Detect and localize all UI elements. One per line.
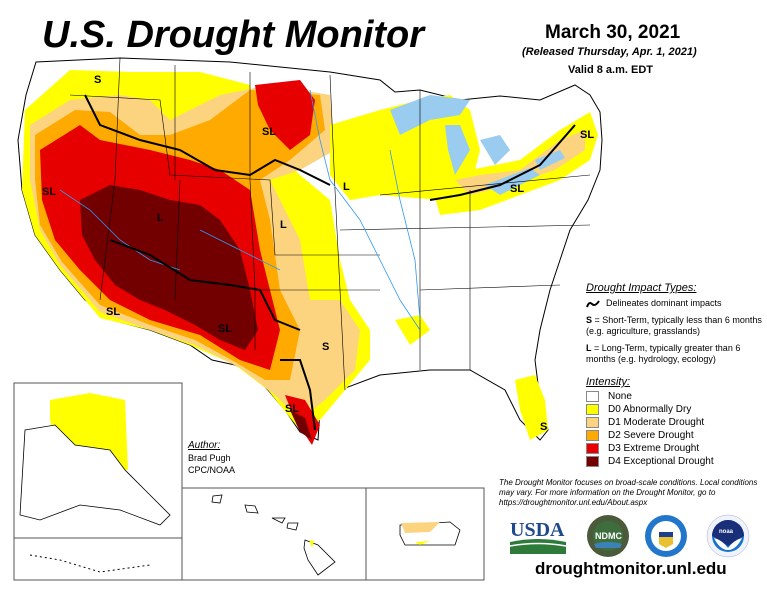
ndmc-logo-icon: NDMC [587, 515, 629, 557]
great-lakes [390, 95, 565, 195]
svg-text:noaa: noaa [719, 529, 734, 535]
short-term-key: S [586, 315, 593, 325]
d0-midwest [330, 95, 480, 200]
author-org: CPC/NOAA [188, 465, 236, 475]
valid-time: Valid 8 a.m. EDT [568, 64, 653, 76]
swatch-d2 [586, 430, 599, 441]
website-url[interactable]: droughtmonitor.unl.edu [535, 559, 727, 578]
label-s-northwest: S [94, 74, 101, 86]
swatch-d3 [586, 443, 599, 454]
legend-label: D1 Moderate Drought [608, 417, 705, 428]
long-term-key: L [586, 343, 592, 353]
long-term-text: = Long-Term, typically greater than 6 mo… [586, 343, 741, 364]
commerce-seal-icon [645, 515, 687, 557]
disclaimer-text: The Drought Monitor focuses on broad-sca… [499, 478, 758, 507]
impact-line-icon [586, 300, 600, 307]
label-sl-new-england: SL [580, 129, 594, 141]
impact-delineation-lines [84, 94, 576, 431]
impact-delineates-text: Delineates dominant impacts [606, 298, 722, 308]
rivers [59, 89, 421, 331]
alaska-inset [13, 382, 183, 581]
label-l-iowa: L [343, 181, 350, 193]
usda-logo-icon: USDA [509, 519, 567, 554]
author-block: Author: Brad Pugh CPC/NOAA [188, 440, 235, 476]
d0-southeast [395, 315, 430, 345]
impact-types-legend: Drought Impact Types: Delineates dominan… [586, 283, 767, 371]
swatch-d4 [586, 456, 599, 467]
legend-item-d2: D2 Severe Drought [586, 429, 714, 442]
legend-item-d0: D0 Abnormally Dry [586, 403, 714, 416]
noaa-logo-icon: noaa [706, 514, 750, 558]
d3-montana [255, 80, 315, 150]
label-l-utah: L [157, 212, 164, 224]
legend-label: D0 Abnormally Dry [608, 404, 692, 415]
label-sl-great-lakes: SL [510, 183, 524, 195]
svg-text:NDMC: NDMC [595, 531, 622, 541]
impact-delineates-row: Delineates dominant impacts [586, 298, 767, 309]
intensity-legend: Intensity: None D0 Abnormally Dry D1 Mod… [586, 376, 714, 468]
legend-item-none: None [586, 390, 714, 403]
label-sl-montana: SL [262, 126, 276, 138]
label-sl-california: SL [42, 186, 56, 198]
swatch-d0 [586, 404, 599, 415]
svg-text:USDA: USDA [510, 519, 565, 541]
legend-label: D2 Severe Drought [608, 430, 694, 441]
map-date: March 30, 2021 [545, 22, 681, 43]
map-title: U.S. Drought Monitor [42, 14, 425, 56]
impact-heading: Drought Impact Types: [586, 282, 697, 294]
short-term-text: = Short-Term, typically less than 6 mont… [586, 315, 762, 336]
intensity-heading: Intensity: [586, 376, 631, 388]
label-sl-arizona: SL [106, 306, 120, 318]
label-l-colorado: L [280, 219, 287, 231]
partner-logos: USDA NDMC noaa [509, 514, 750, 558]
label-s-texas: S [322, 341, 329, 353]
legend-item-d4: D4 Exceptional Drought [586, 455, 714, 468]
label-sl-new-mexico: SL [218, 323, 232, 335]
legend-label: D4 Exceptional Drought [608, 456, 714, 467]
hawaii-inset [181, 487, 367, 581]
d1-northeast [455, 130, 585, 195]
label-sl-south-texas: SL [285, 403, 299, 415]
impact-short-term-row: S = Short-Term, typically less than 6 mo… [586, 315, 767, 337]
puerto-rico-inset [365, 487, 485, 581]
label-s-florida: S [540, 421, 547, 433]
swatch-none [586, 391, 599, 402]
d4-south-texas [290, 410, 312, 440]
release-date: (Released Thursday, Apr. 1, 2021) [522, 46, 697, 58]
author-heading: Author: [188, 440, 221, 451]
author-name: Brad Pugh [188, 453, 231, 463]
legend-label: D3 Extreme Drought [608, 443, 700, 454]
legend-label: None [608, 391, 632, 402]
legend-item-d1: D1 Moderate Drought [586, 416, 714, 429]
state-boundaries [69, 57, 591, 391]
swatch-d1 [586, 417, 599, 428]
d0-florida [515, 375, 548, 440]
legend-item-d3: D3 Extreme Drought [586, 442, 714, 455]
impact-long-term-row: L = Long-Term, typically greater than 6 … [586, 343, 767, 365]
